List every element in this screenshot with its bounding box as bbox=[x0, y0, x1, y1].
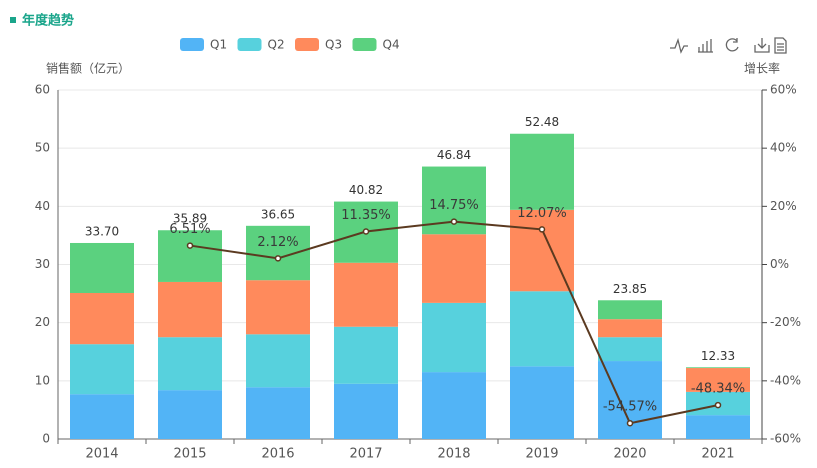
bar-segment bbox=[598, 337, 662, 362]
y2-axis-title: 增长率 bbox=[744, 61, 780, 76]
line-icon[interactable] bbox=[670, 37, 688, 54]
download-icon[interactable] bbox=[754, 38, 770, 53]
legend-label: Q2 bbox=[268, 38, 285, 52]
growth-point bbox=[186, 242, 194, 249]
bar-segment bbox=[686, 367, 750, 369]
x-tick-label: 2016 bbox=[261, 447, 294, 462]
y2-tick-label: 0% bbox=[770, 257, 789, 271]
growth-label: 14.75% bbox=[429, 198, 479, 213]
x-tick-label: 2019 bbox=[525, 447, 558, 462]
bar-segment bbox=[246, 334, 310, 388]
total-label: 35.89 bbox=[173, 212, 207, 226]
total-label: 40.82 bbox=[349, 183, 383, 197]
bar-segment bbox=[422, 302, 486, 373]
x-tick-label: 2017 bbox=[349, 447, 382, 462]
growth-label: 11.35% bbox=[341, 208, 391, 223]
y-tick-label: 50 bbox=[35, 141, 50, 155]
bar-segment bbox=[510, 133, 574, 210]
growth-label: -54.57% bbox=[603, 400, 657, 415]
bar-segment bbox=[158, 281, 222, 338]
y-tick-label: 40 bbox=[35, 199, 50, 213]
bar-segment bbox=[598, 319, 662, 338]
bar-segment bbox=[70, 344, 134, 395]
y-tick-label: 60 bbox=[35, 83, 50, 97]
bar-segment bbox=[510, 366, 574, 439]
legend-label: Q1 bbox=[210, 38, 227, 52]
bar-segment bbox=[686, 368, 750, 392]
y2-tick-label: -40% bbox=[770, 373, 801, 387]
y2-tick-label: -60% bbox=[770, 432, 801, 446]
y2-tick-label: -20% bbox=[770, 315, 801, 329]
x-tick-label: 2018 bbox=[437, 447, 470, 462]
bar-segment bbox=[334, 326, 398, 384]
x-tick-label: 2014 bbox=[85, 447, 118, 462]
bar-segment bbox=[598, 300, 662, 320]
total-label: 12.33 bbox=[701, 349, 735, 363]
bar-segment bbox=[334, 262, 398, 327]
toolbar bbox=[670, 37, 787, 54]
total-label: 46.84 bbox=[437, 148, 471, 162]
legend-swatch bbox=[352, 38, 377, 51]
bar-segment bbox=[246, 280, 310, 335]
growth-point bbox=[626, 419, 634, 427]
bar-segment bbox=[422, 234, 486, 303]
growth-point bbox=[274, 255, 282, 262]
bar-segment bbox=[158, 337, 222, 391]
legend-swatch bbox=[237, 38, 262, 51]
chart-title: 年度趋势 bbox=[22, 13, 74, 29]
legend-label: Q4 bbox=[383, 38, 400, 52]
growth-label: 6.51% bbox=[169, 222, 210, 237]
data-view-icon[interactable] bbox=[774, 37, 787, 54]
x-tick-label: 2015 bbox=[173, 447, 206, 462]
y-tick-label: 10 bbox=[35, 373, 50, 387]
growth-point bbox=[362, 228, 370, 235]
growth-label: 2.12% bbox=[257, 235, 298, 250]
bar-segment bbox=[510, 291, 574, 367]
x-tick-label: 2020 bbox=[613, 447, 646, 462]
growth-point bbox=[714, 401, 722, 409]
growth-label: 12.07% bbox=[517, 206, 567, 221]
restore-icon[interactable] bbox=[725, 38, 739, 52]
y2-tick-label: 60% bbox=[770, 83, 797, 97]
growth-point bbox=[538, 226, 546, 233]
legend-label: Q3 bbox=[325, 38, 342, 52]
bar-segment bbox=[686, 415, 750, 439]
growth-point bbox=[450, 218, 458, 225]
bar-segment bbox=[422, 372, 486, 439]
bar-icon[interactable] bbox=[698, 39, 713, 53]
legend-swatch bbox=[295, 38, 319, 51]
bar-segment bbox=[158, 230, 222, 282]
total-label: 36.65 bbox=[261, 207, 295, 221]
total-label: 23.85 bbox=[613, 282, 647, 296]
y-tick-label: 20 bbox=[35, 315, 50, 329]
bar-segment bbox=[158, 390, 222, 439]
y-tick-label: 0 bbox=[42, 432, 50, 446]
bar-segment bbox=[246, 387, 310, 439]
title-marker bbox=[10, 17, 16, 23]
y2-tick-label: 20% bbox=[770, 199, 797, 213]
y-axis-title: 销售额（亿元） bbox=[46, 61, 130, 76]
bar-segment bbox=[70, 293, 134, 345]
y2-tick-label: 40% bbox=[770, 141, 797, 155]
y-tick-label: 30 bbox=[35, 257, 50, 271]
legend-swatch bbox=[180, 38, 204, 51]
bar-segment bbox=[70, 394, 134, 439]
total-label: 33.70 bbox=[85, 224, 119, 238]
bar-segment bbox=[334, 383, 398, 439]
bar-segment bbox=[246, 225, 310, 281]
x-tick-label: 2021 bbox=[701, 447, 734, 462]
growth-label: -48.34% bbox=[691, 382, 745, 397]
bar-segment bbox=[70, 242, 134, 294]
total-label: 52.48 bbox=[525, 115, 559, 129]
